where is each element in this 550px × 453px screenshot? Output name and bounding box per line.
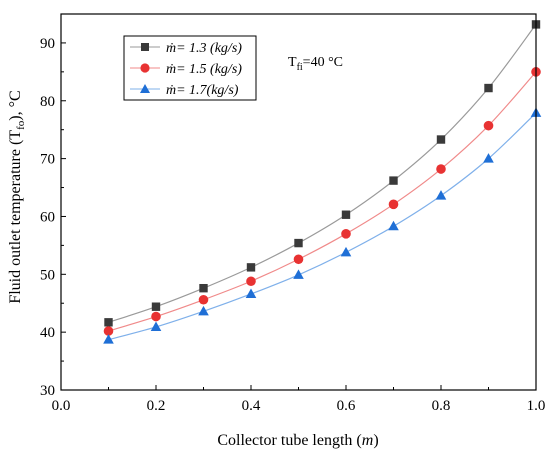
data-point: [341, 229, 351, 239]
inlet-temperature-annotation: Tfi=40 °C: [288, 55, 343, 73]
series-line-1: [108, 24, 537, 323]
y-tick-label: 30: [40, 383, 55, 399]
legend-entry-1: ṁ= 1.3 (kg/s): [130, 41, 242, 56]
data-point: [245, 288, 257, 298]
data-point: [293, 269, 304, 279]
data-point: [483, 153, 494, 163]
y-tick-label: 60: [40, 209, 55, 225]
data-point: [341, 210, 351, 219]
series-line-3: [108, 112, 537, 341]
x-axis-title: Collector tube length (m): [217, 432, 378, 449]
data-point: [388, 220, 399, 231]
data-point: [198, 294, 209, 305]
legend-entry-3: ṁ= 1.7(kg/s): [130, 83, 239, 98]
x-tick-label: 0.2: [147, 398, 166, 414]
legend-label-1: ṁ= 1.3 (kg/s): [166, 41, 242, 56]
x-tick-label: 0.8: [432, 398, 451, 414]
y-tick-label: 70: [40, 152, 55, 168]
data-point: [436, 135, 446, 144]
data-point: [340, 246, 352, 257]
series-3: [103, 107, 542, 344]
data-point: [104, 318, 113, 327]
legend-marker-2: [140, 63, 150, 73]
data-point: [103, 334, 114, 344]
y-tick-label: 40: [40, 325, 55, 341]
legend-label-3: ṁ= 1.7(kg/s): [166, 83, 239, 98]
data-point: [435, 190, 447, 200]
data-point: [150, 321, 162, 331]
y-tick-label: 80: [40, 94, 55, 110]
data-point: [388, 199, 399, 210]
legend-label-2: ṁ= 1.5 (kg/s): [166, 62, 242, 77]
plot-frame: [60, 13, 537, 391]
y-axis-title: Fluid outlet temperature (Tfo), °C: [7, 90, 27, 303]
data-point: [199, 283, 208, 293]
data-point: [246, 276, 256, 287]
x-tick-label: 0.4: [242, 398, 261, 414]
x-tick-label: 1.0: [527, 398, 546, 414]
legend: ṁ= 1.3 (kg/s) ṁ= 1.5 (kg/s) ṁ= 1.7(kg/s): [123, 35, 257, 101]
legend-marker-1: [141, 43, 149, 51]
data-point: [293, 254, 304, 265]
y-tick-label: 90: [40, 36, 55, 52]
x-tick-label: 0.6: [337, 398, 356, 414]
data-point: [484, 83, 493, 93]
series-2: [103, 67, 541, 336]
series-line-2: [108, 71, 537, 332]
data-point: [294, 238, 303, 248]
y-tick-label: 50: [40, 267, 55, 283]
plot-area: [103, 20, 542, 344]
x-tick-label: 0.0: [52, 398, 71, 414]
data-point: [151, 311, 161, 322]
data-point: [483, 120, 494, 131]
data-point: [151, 302, 161, 311]
data-point: [103, 326, 114, 336]
data-point: [436, 164, 446, 174]
data-point: [389, 176, 398, 185]
legend-marker-3: [140, 84, 150, 93]
y-axis-ticks: 30 40 50 60 70 80 90: [40, 36, 66, 399]
legend-entry-2: ṁ= 1.5 (kg/s): [130, 62, 242, 77]
data-point: [246, 263, 256, 272]
data-point: [198, 305, 209, 316]
x-axis-ticks: 0.0 0.2 0.4 0.6 0.8 1.0: [52, 385, 546, 414]
